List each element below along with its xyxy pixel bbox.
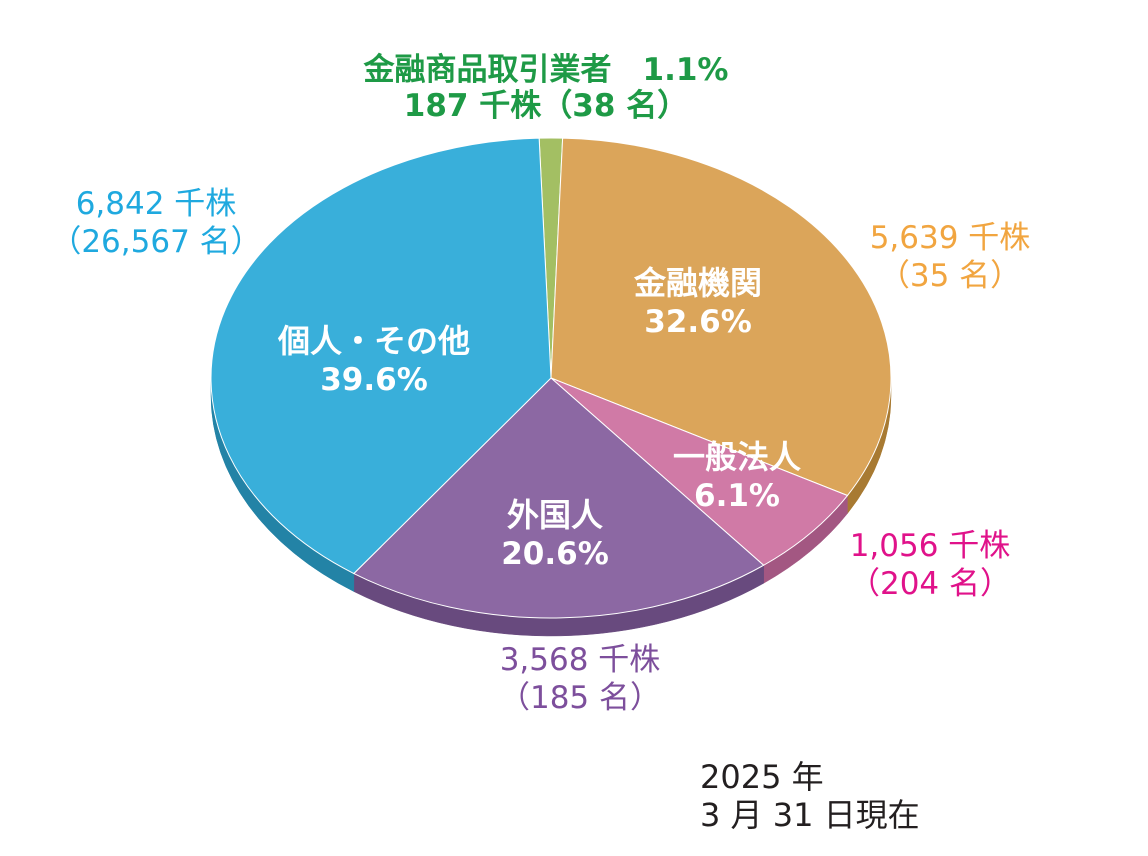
slice-label-percent-3: 20.6% bbox=[501, 536, 609, 572]
as-of-year: 2025 年 bbox=[700, 758, 824, 796]
slice-external-shares-2: 1,056 千株 bbox=[850, 528, 1011, 564]
pie-side-group bbox=[210, 377, 892, 637]
as-of-date: 2025 年 3 月 31 日現在 bbox=[700, 758, 920, 834]
slice-external-shares-1: 5,639 千株 bbox=[870, 220, 1031, 256]
pie-slice-4 bbox=[210, 137, 552, 575]
slice-external-holders-4: （26,567 名） bbox=[50, 224, 261, 260]
pie-slice-1 bbox=[550, 137, 892, 497]
slice-external-shares-4: 6,842 千株 bbox=[76, 186, 237, 222]
slice-external-detail-0: 187 千株（38 名） bbox=[404, 88, 688, 124]
pie-slice-2 bbox=[550, 377, 849, 566]
slice-external-holders-1: （35 名） bbox=[879, 258, 1021, 294]
slice-external-holders-2: （204 名） bbox=[849, 566, 1011, 602]
pie-slice-3 bbox=[353, 377, 765, 619]
slice-external-holders-3: （185 名） bbox=[499, 680, 661, 716]
slice-label-percent-1: 32.6% bbox=[644, 304, 752, 340]
slice-external-title-0: 金融商品取引業者 1.1% bbox=[363, 52, 729, 88]
slice-label-percent-2: 6.1% bbox=[694, 478, 780, 514]
slice-label-name-4: 個人・その他 bbox=[277, 322, 470, 360]
slice-label-name-1: 金融機関 bbox=[633, 264, 762, 302]
slice-label-percent-4: 39.6% bbox=[320, 362, 428, 398]
slice-label-name-3: 外国人 bbox=[507, 496, 603, 534]
as-of-day: 3 月 31 日現在 bbox=[700, 796, 920, 834]
slice-label-name-2: 一般法人 bbox=[673, 438, 801, 476]
slice-external-shares-3: 3,568 千株 bbox=[500, 642, 661, 678]
